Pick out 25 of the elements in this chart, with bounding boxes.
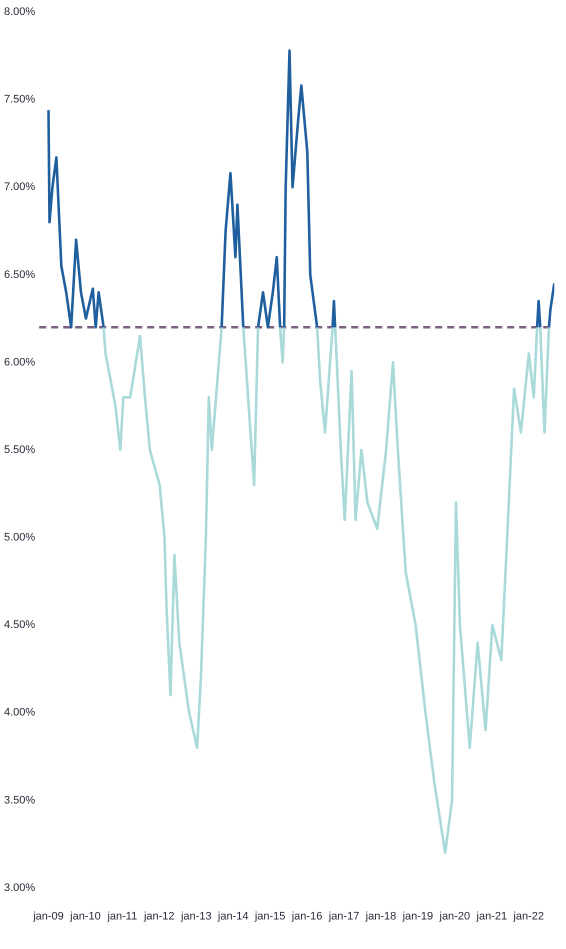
x-tick-label: jan-22 — [512, 910, 544, 922]
y-tick-label: 3.00% — [4, 882, 36, 894]
y-tick-label: 7.00% — [4, 181, 36, 194]
x-tick-label: jan-19 — [402, 910, 434, 922]
x-tick-label: jan-20 — [438, 910, 470, 922]
y-tick-label: 6.50% — [4, 268, 36, 281]
x-tick-label: jan-15 — [254, 910, 286, 922]
x-tick-label: jan-14 — [216, 910, 248, 922]
y-tick-label: 5.00% — [4, 532, 36, 544]
y-tick-label: 7.50% — [4, 94, 36, 106]
x-tick-label: jan-10 — [69, 910, 101, 922]
x-tick-label: jan-09 — [32, 910, 64, 922]
x-tick-label: jan-16 — [290, 910, 322, 922]
x-tick-label: jan-21 — [476, 910, 508, 922]
y-tick-label: 5.50% — [4, 444, 36, 456]
x-tick-label: jan-12 — [142, 910, 175, 922]
y-tick-label: 3.50% — [4, 794, 36, 806]
y-tick-label: 4.50% — [4, 619, 36, 632]
y-tick-label: 6.00% — [4, 356, 36, 368]
y-tick-label: 8.00% — [4, 6, 36, 18]
x-tick-label: jan-17 — [328, 910, 360, 922]
x-tick-label: jan-18 — [364, 910, 396, 922]
y-tick-label: 4.00% — [4, 706, 36, 719]
x-tick-label: jan-13 — [180, 910, 212, 922]
x-tick-label: jan-11 — [106, 910, 138, 922]
